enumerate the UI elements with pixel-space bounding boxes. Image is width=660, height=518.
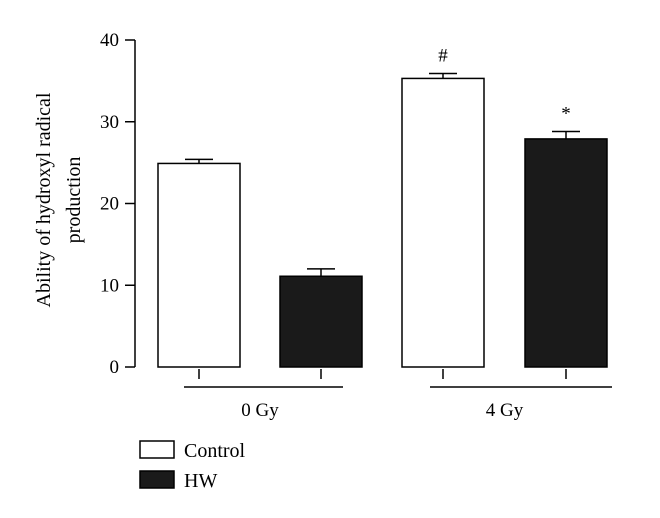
y-axis: 0 10 20 30 40: [100, 30, 136, 378]
legend-label-control: Control: [184, 440, 246, 462]
y-tick-label-20: 20: [100, 194, 119, 215]
legend-swatch-hw: [139, 470, 175, 489]
legend-label-hw: HW: [184, 470, 217, 492]
group-label-1: 4 Gy: [486, 400, 524, 421]
group-label-0: 0 Gy: [241, 400, 279, 421]
x-axis: 0 Gy 4 Gy: [184, 369, 612, 421]
y-tick-label-40: 40: [100, 30, 119, 51]
bar-control-1: [401, 77, 485, 368]
annotation-hw-1: *: [561, 104, 571, 125]
bars: #*: [157, 46, 608, 368]
legend-swatch-control: [139, 440, 175, 459]
y-tick-label-0: 0: [110, 357, 120, 378]
y-axis-title-line-2: production: [63, 157, 85, 244]
annotation-control-1: #: [438, 46, 448, 67]
legend: Control HW: [139, 440, 246, 492]
bar-hw-0: [279, 275, 363, 368]
bar-hw-1: [524, 138, 608, 368]
y-tick-label-10: 10: [100, 275, 119, 296]
y-tick-label-30: 30: [100, 112, 119, 133]
bar-control-0: [157, 162, 241, 368]
y-axis-title-line-1: Ability of hydroxyl radical: [33, 92, 55, 307]
